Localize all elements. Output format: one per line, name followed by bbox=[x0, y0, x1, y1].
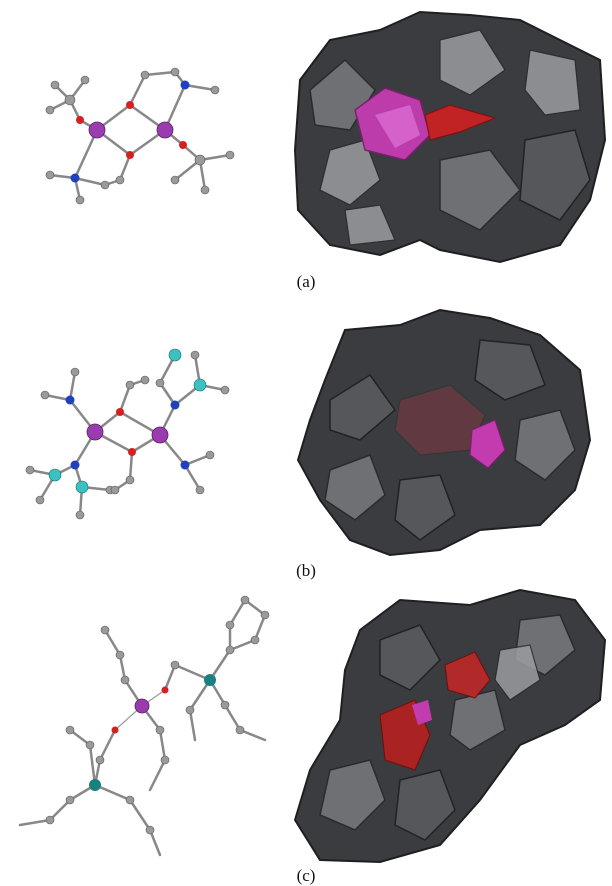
polyhedra-a bbox=[295, 12, 605, 262]
molecule-b bbox=[26, 349, 229, 519]
molecule-c bbox=[20, 596, 269, 855]
figure: (a) (b) bbox=[0, 0, 612, 886]
panel-label: (a) bbox=[297, 272, 316, 291]
panel-label: (b) bbox=[296, 561, 316, 580]
polyhedra-b bbox=[298, 310, 590, 555]
polyhedra-c bbox=[295, 590, 605, 862]
page: (a) (b) bbox=[0, 0, 612, 886]
panel-label: (c) bbox=[297, 866, 316, 885]
molecule-a bbox=[46, 68, 234, 204]
